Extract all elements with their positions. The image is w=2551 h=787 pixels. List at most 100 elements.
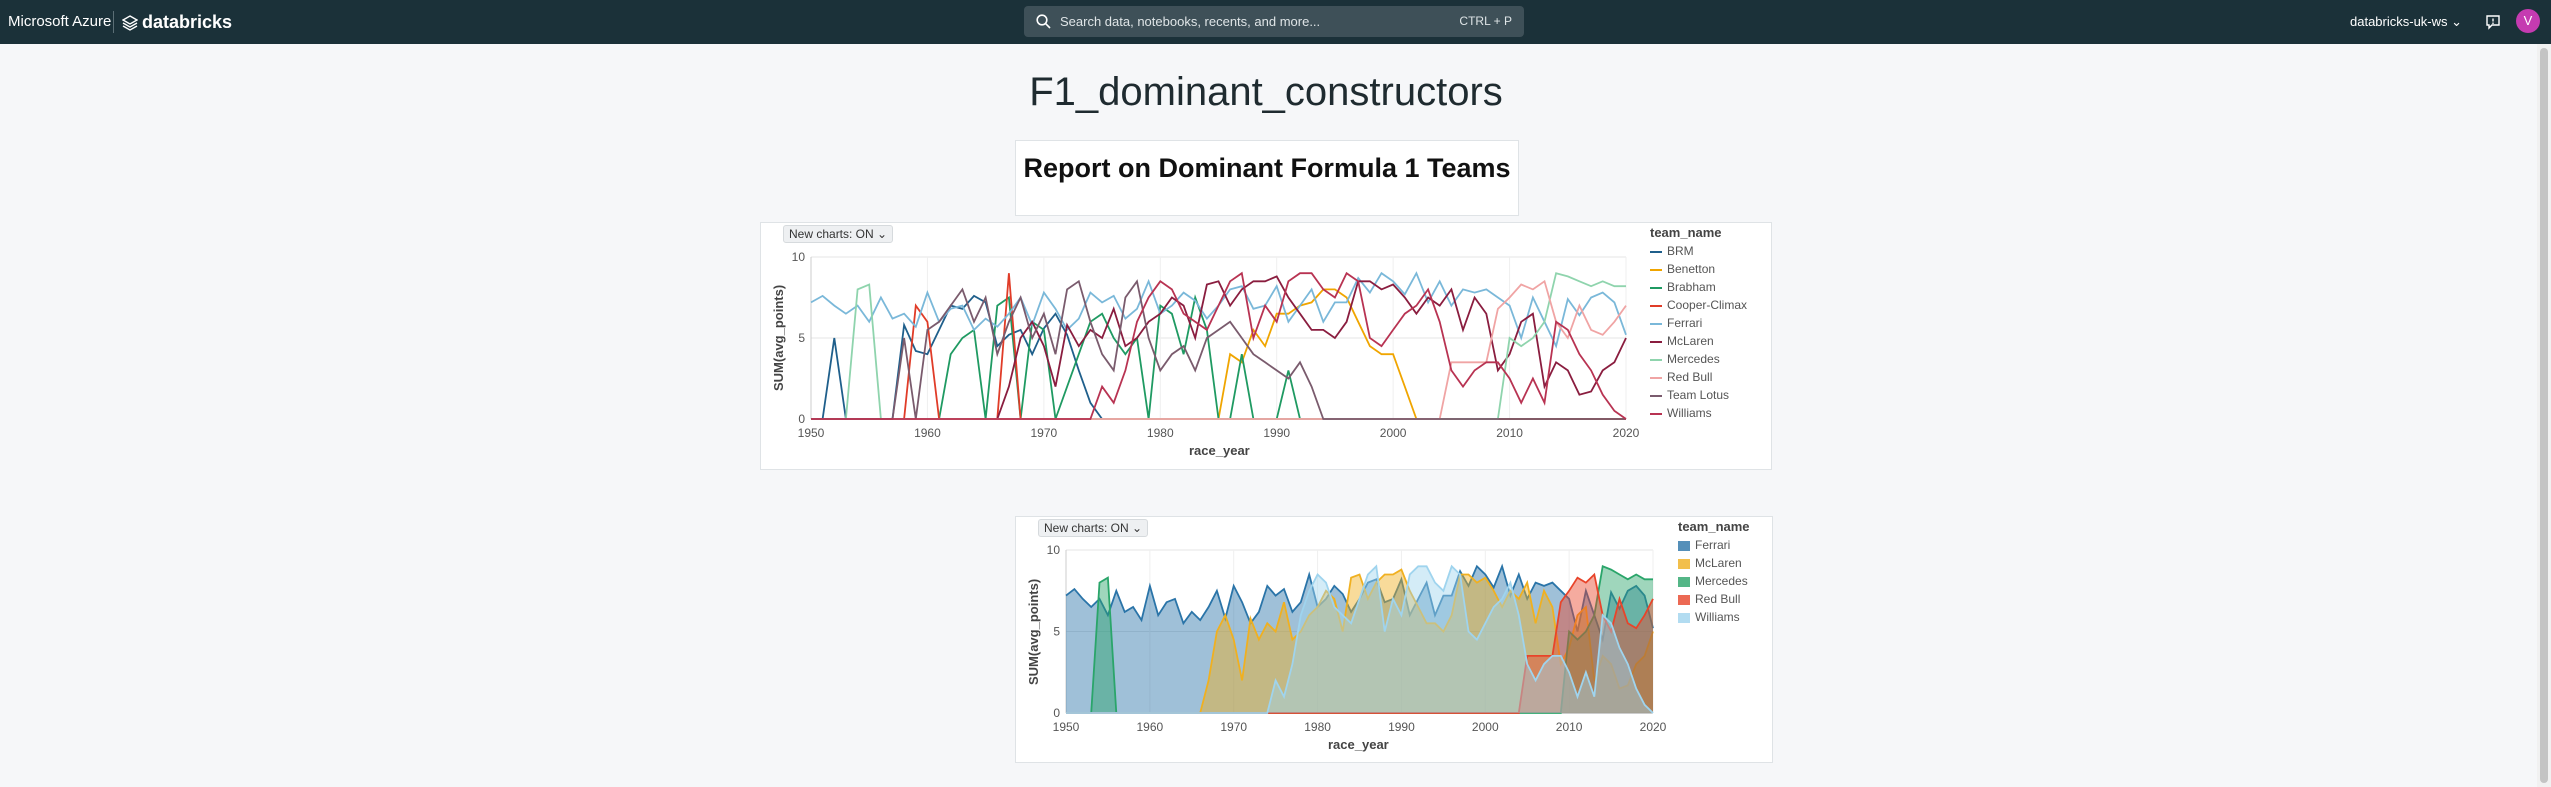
x-tick-label: 1970 [1220, 720, 1247, 734]
series-williams-line[interactable] [811, 271, 1627, 420]
series-brabham-line[interactable] [811, 294, 1626, 420]
area-chart-widget: New charts: ON ⌄ 0 5 10 1950 1960 1970 1980 199… [1015, 516, 1773, 763]
legend-item[interactable]: Mercedes [1678, 572, 1750, 590]
series-red-bull-line[interactable] [811, 279, 1627, 420]
x-tick-label: 1980 [1147, 426, 1174, 440]
y-tick-label: 5 [798, 331, 805, 345]
series-red-bull-line[interactable] [1066, 572, 1654, 714]
x-tick-label: 2010 [1556, 720, 1583, 734]
x-tick-label: 1990 [1388, 720, 1415, 734]
new-charts-toggle-label: New charts: ON [789, 227, 874, 241]
series-mercedes-line[interactable] [1066, 565, 1653, 714]
legend-item[interactable]: Williams [1650, 404, 1747, 422]
legend-swatch [1650, 268, 1662, 271]
x-axis-label: race_year [1328, 737, 1389, 752]
x-axis-label: race_year [1189, 443, 1250, 458]
top-navigation-bar: Microsoft Azure databricks Search data, … [0, 0, 2551, 44]
legend-item[interactable]: Benetton [1650, 260, 1747, 278]
legend-item[interactable]: Red Bull [1650, 368, 1747, 386]
series-benetton-line[interactable] [811, 288, 1626, 420]
legend-label: Team Lotus [1667, 388, 1730, 402]
series-mclaren-area[interactable] [1066, 569, 1653, 713]
legend-item[interactable]: Team Lotus [1650, 386, 1747, 404]
legend-item[interactable]: Mercedes [1650, 350, 1747, 368]
x-tick-label: 2000 [1472, 720, 1499, 734]
databricks-logo[interactable]: databricks [121, 0, 233, 44]
legend-swatch [1650, 394, 1662, 397]
legend-swatch [1650, 376, 1662, 379]
legend-label: BRM [1667, 244, 1694, 258]
series-cooper-climax-line[interactable] [811, 273, 1626, 420]
dashboard-title: F1_dominant_constructors [1029, 70, 1503, 114]
report-heading: Report on Dominant Formula 1 Teams [1023, 153, 1511, 183]
legend-item[interactable]: Red Bull [1678, 590, 1750, 608]
series-mercedes-area[interactable] [1066, 566, 1653, 713]
legend-swatch [1650, 412, 1662, 415]
x-tick-label: 1960 [914, 426, 941, 440]
y-tick-label: 0 [1053, 706, 1060, 720]
series-mclaren-line[interactable] [1066, 568, 1654, 714]
y-axis-label: SUM(avg_points) [771, 284, 786, 391]
legend-label: Cooper-Climax [1667, 298, 1748, 312]
legend-label: Red Bull [1667, 370, 1713, 384]
legend-label: McLaren [1667, 334, 1714, 348]
microsoft-azure-logo[interactable]: Microsoft Azure [8, 13, 112, 30]
chevron-down-icon: ⌄ [1128, 521, 1143, 535]
legend-swatch [1650, 286, 1662, 289]
legend-title: team_name [1678, 519, 1750, 534]
legend-item[interactable]: Williams [1678, 608, 1750, 626]
series-team-lotus-line[interactable] [811, 279, 1626, 420]
legend-item[interactable]: Ferrari [1650, 314, 1747, 332]
page-scrollbar-thumb[interactable] [2540, 48, 2548, 783]
legend-swatch [1678, 576, 1690, 587]
x-tick-label: 1950 [1053, 720, 1080, 734]
legend-item[interactable]: Ferrari [1678, 536, 1750, 554]
x-tick-label: 2010 [1496, 426, 1523, 440]
global-search-bar[interactable]: Search data, notebooks, recents, and mor… [1024, 6, 1524, 37]
x-tick-label: 1990 [1263, 426, 1290, 440]
legend-label: Ferrari [1667, 316, 1703, 330]
series-ferrari-line[interactable] [810, 271, 1627, 349]
new-charts-toggle-label: New charts: ON [1044, 521, 1129, 535]
new-charts-toggle[interactable]: New charts: ON ⌄ [783, 225, 894, 243]
search-shortcut-hint: CTRL + P [1459, 14, 1512, 28]
legend-item[interactable]: Cooper-Climax [1650, 296, 1747, 314]
legend-swatch [1678, 558, 1690, 569]
series-mclaren-line[interactable] [811, 275, 1627, 420]
chart-legend: team_name BRM Benetton Brabham Cooper-Climax… [1650, 225, 1747, 422]
legend-item[interactable]: McLaren [1650, 332, 1747, 350]
y-tick-label: 0 [798, 412, 805, 426]
x-tick-label: 1960 [1137, 720, 1164, 734]
user-avatar[interactable]: V [2516, 9, 2540, 33]
help-icon[interactable] [2484, 13, 2502, 31]
workspace-switcher[interactable]: databricks-uk-ws ⌄ [2350, 0, 2462, 44]
legend-item[interactable]: BRM [1650, 242, 1747, 260]
legend-swatch [1650, 340, 1662, 343]
series-red-bull-area[interactable] [1066, 574, 1653, 714]
legend-label: Ferrari [1695, 538, 1731, 552]
legend-title: team_name [1650, 225, 1722, 240]
legend-label: Williams [1667, 406, 1712, 420]
legend-label: Red Bull [1695, 592, 1741, 606]
series-williams-area[interactable] [1066, 566, 1653, 713]
workspace-name: databricks-uk-ws [2350, 14, 2448, 29]
y-tick-label: 5 [1053, 625, 1060, 639]
new-charts-toggle[interactable]: New charts: ON ⌄ [1038, 519, 1149, 537]
legend-item[interactable]: McLaren [1678, 554, 1750, 572]
series-williams-line[interactable] [1066, 564, 1654, 714]
y-tick-label: 10 [792, 250, 806, 264]
search-placeholder: Search data, notebooks, recents, and mor… [1060, 14, 1321, 29]
series-mercedes-line[interactable] [811, 272, 1626, 420]
legend-item[interactable]: Brabham [1650, 278, 1747, 296]
y-axis-label: SUM(avg_points) [1026, 578, 1041, 685]
chevron-down-icon: ⌄ [2451, 14, 2463, 29]
y-tick-label: 10 [1047, 543, 1061, 557]
chevron-down-icon: ⌄ [873, 227, 888, 241]
brand-divider [113, 11, 114, 33]
series-brm-line[interactable] [811, 294, 1626, 420]
series-ferrari-area[interactable] [1066, 566, 1653, 713]
legend-label: Williams [1695, 610, 1740, 624]
x-tick-label: 1980 [1304, 720, 1331, 734]
legend-swatch [1678, 612, 1690, 623]
databricks-logo-text: databricks [142, 12, 233, 32]
